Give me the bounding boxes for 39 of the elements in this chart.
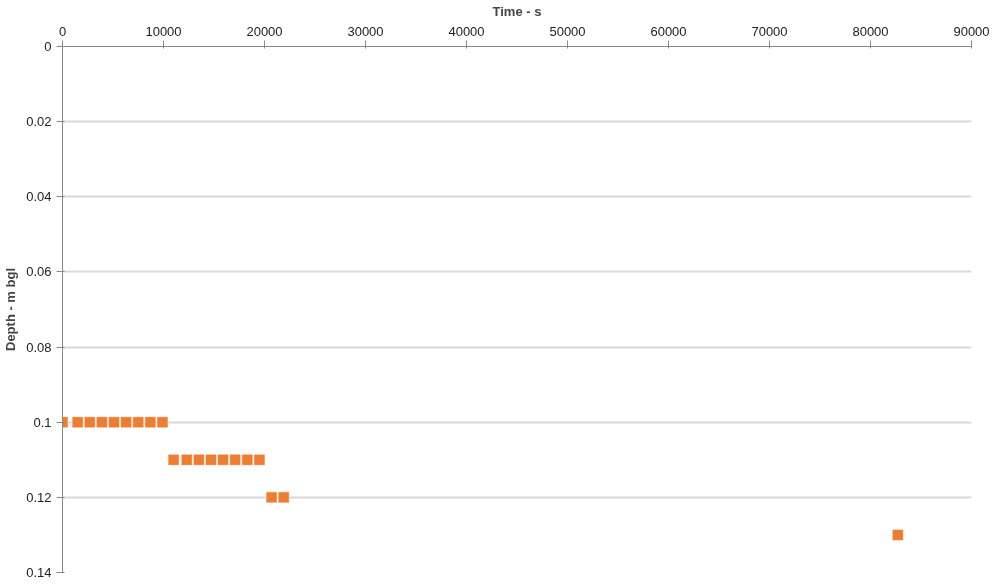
y-tick-label: 0.12: [26, 489, 52, 505]
x-tick-label: 10000: [145, 23, 182, 39]
x-tick-label: 50000: [549, 23, 586, 39]
x-tick-label: 30000: [347, 23, 384, 39]
y-tick-label: 0.08: [26, 339, 52, 355]
point: [241, 454, 254, 466]
y-axis-title: Depth - m bgl: [3, 267, 19, 352]
point: [205, 454, 217, 466]
point: [156, 416, 169, 428]
x-tick-label: 40000: [448, 23, 485, 39]
y-tick-label: 0.02: [26, 114, 52, 130]
point: [120, 416, 132, 428]
y-tick-label: 0.14: [26, 565, 52, 580]
x-tick-label: 70000: [751, 23, 788, 39]
point: [71, 416, 84, 428]
y-tick-label: 0: [44, 39, 52, 54]
x-tick-label: 20000: [246, 23, 283, 39]
point: [144, 416, 157, 428]
point: [229, 454, 241, 466]
point: [277, 491, 290, 504]
y-tick-label: 0.04: [26, 189, 52, 205]
point: [217, 454, 229, 466]
point: [167, 454, 180, 466]
x-tick-label: 80000: [852, 23, 889, 39]
x-tick-label: 60000: [650, 23, 687, 39]
x-tick-label: 90000: [953, 23, 990, 39]
y-tick-label: 0.06: [26, 264, 52, 280]
point: [108, 416, 120, 428]
point: [193, 454, 205, 466]
point: [84, 416, 96, 428]
point: [96, 416, 108, 428]
point: [892, 529, 904, 541]
point: [180, 454, 193, 466]
y-tick-label: 0.1: [33, 414, 52, 430]
point: [253, 454, 266, 466]
point: [265, 491, 278, 504]
x-axis-title: Time - s: [492, 3, 542, 19]
point: [132, 416, 144, 428]
x-tick-label: 0: [58, 23, 67, 39]
